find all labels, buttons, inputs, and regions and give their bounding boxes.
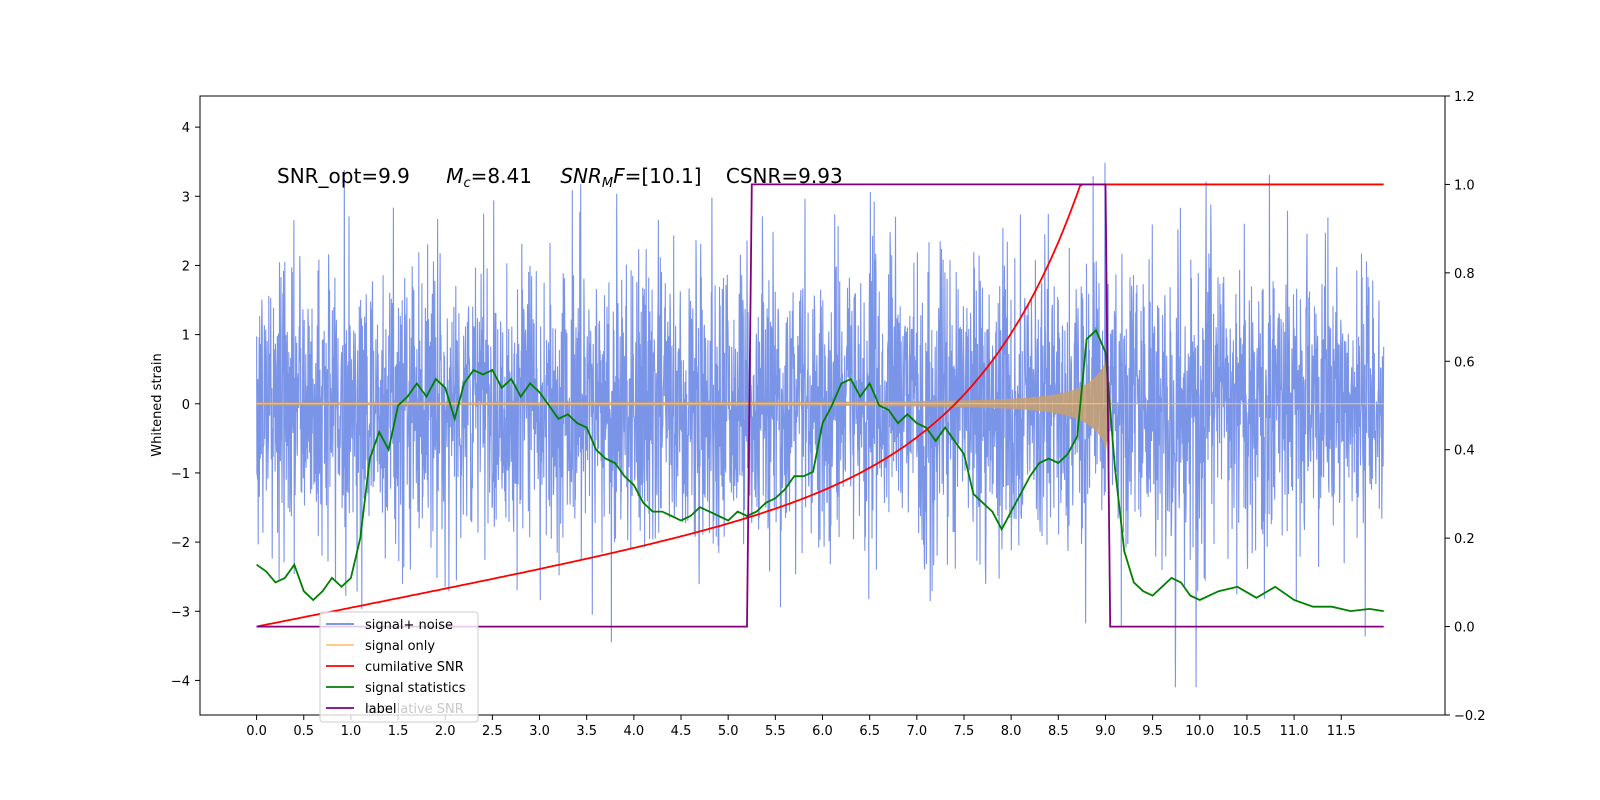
y-left-tick-label: 2 (182, 259, 190, 274)
annotation-text: SNR_opt=9.9 Mc=8.41 SNRMF=[10.1] CSNR=9.… (277, 164, 843, 191)
y-right-tick-label: −0.2 (1454, 709, 1486, 724)
legend-label: signal statistics (365, 681, 466, 696)
x-axis: 0.0 0.5 1.0 1.5 2.0 2.5 3.0 3.5 4.0 4.5 5.0 5.5 6.0 6… (246, 715, 1356, 739)
x-tick-label: 2.5 (482, 724, 503, 739)
y-right-tick-label: 0.8 (1454, 267, 1475, 282)
x-tick-label: 7.5 (954, 724, 975, 739)
legend-label: signal only (365, 639, 435, 654)
x-tick-label: 3.0 (529, 724, 550, 739)
legend-label: signal+ noise (365, 618, 453, 633)
legend-label: cumilative SNR (365, 660, 464, 675)
x-tick-label: 0.0 (246, 724, 267, 739)
y-left-tick-label: 1 (182, 329, 190, 344)
plot-area (256, 162, 1385, 688)
x-tick-label: 1.0 (341, 724, 362, 739)
x-tick-label: 8.0 (1001, 724, 1022, 739)
y-left-tick-label: 3 (182, 190, 190, 205)
snrmf-f: F (613, 164, 625, 188)
x-tick-label: 0.5 (293, 724, 314, 739)
legend: cumilative SNR signal+ noise signal only c… (319, 611, 479, 723)
snrmf-symbol: SNR (560, 164, 602, 188)
snrmf-subscript: M (602, 176, 613, 191)
mc-subscript: c (464, 176, 471, 191)
x-tick-label: 9.0 (1095, 724, 1116, 739)
y-axis-right: 1.2 1.0 0.8 0.6 0.4 0.2 0.0 −0.2 (1445, 90, 1486, 724)
x-tick-label: 3.5 (576, 724, 597, 739)
x-tick-label: 6.0 (812, 724, 833, 739)
x-tick-label: 1.5 (388, 724, 409, 739)
y-axis-label: Whitened strain (150, 353, 165, 456)
y-left-tick-label: −1 (171, 467, 190, 482)
snr-opt-text: SNR_opt=9.9 (277, 164, 410, 188)
y-left-tick-label: −2 (171, 536, 190, 551)
mc-symbol: M (446, 164, 463, 188)
y-left-tick-label: −3 (171, 605, 190, 620)
x-tick-label: 8.5 (1048, 724, 1069, 739)
y-right-tick-label: 1.0 (1454, 178, 1475, 193)
y-right-tick-label: 0.4 (1454, 444, 1475, 459)
x-tick-label: 4.0 (624, 724, 645, 739)
snrmf-value: =[10.1] (625, 164, 702, 188)
x-tick-label: 5.5 (765, 724, 786, 739)
x-tick-label: 6.5 (859, 724, 880, 739)
signal-statistics-line (256, 328, 1384, 613)
x-tick-label: 7.0 (906, 724, 927, 739)
label-line (256, 183, 1384, 628)
y-right-tick-label: 0.6 (1454, 355, 1475, 370)
y-axis-left: 4 3 2 1 0 −1 −2 −3 −4 (171, 121, 200, 689)
legend-ghost-text: cumilative SNR (365, 702, 464, 717)
x-tick-label: 10.0 (1185, 724, 1214, 739)
y-left-tick-label: 4 (182, 121, 190, 136)
y-right-tick-label: 0.2 (1454, 532, 1475, 547)
y-left-tick-label: −4 (171, 674, 190, 689)
y-right-tick-label: 0.0 (1454, 621, 1475, 636)
y-right-tick-label: 1.2 (1454, 90, 1475, 105)
x-tick-label: 4.5 (671, 724, 692, 739)
x-tick-label: 9.5 (1142, 724, 1163, 739)
x-tick-label: 5.0 (718, 724, 739, 739)
x-tick-label: 11.5 (1327, 724, 1356, 739)
x-tick-label: 10.5 (1232, 724, 1261, 739)
x-tick-label: 11.0 (1280, 724, 1309, 739)
x-tick-label: 2.0 (435, 724, 456, 739)
cumilative-snr-line (256, 183, 1384, 628)
csnr-text: CSNR=9.93 (726, 164, 843, 188)
signal-plus-noise-line (256, 162, 1385, 688)
legend-label: label (365, 702, 396, 717)
mc-value: =8.41 (471, 164, 532, 188)
y-left-tick-label: 0 (182, 398, 190, 413)
legend-box (319, 611, 479, 723)
